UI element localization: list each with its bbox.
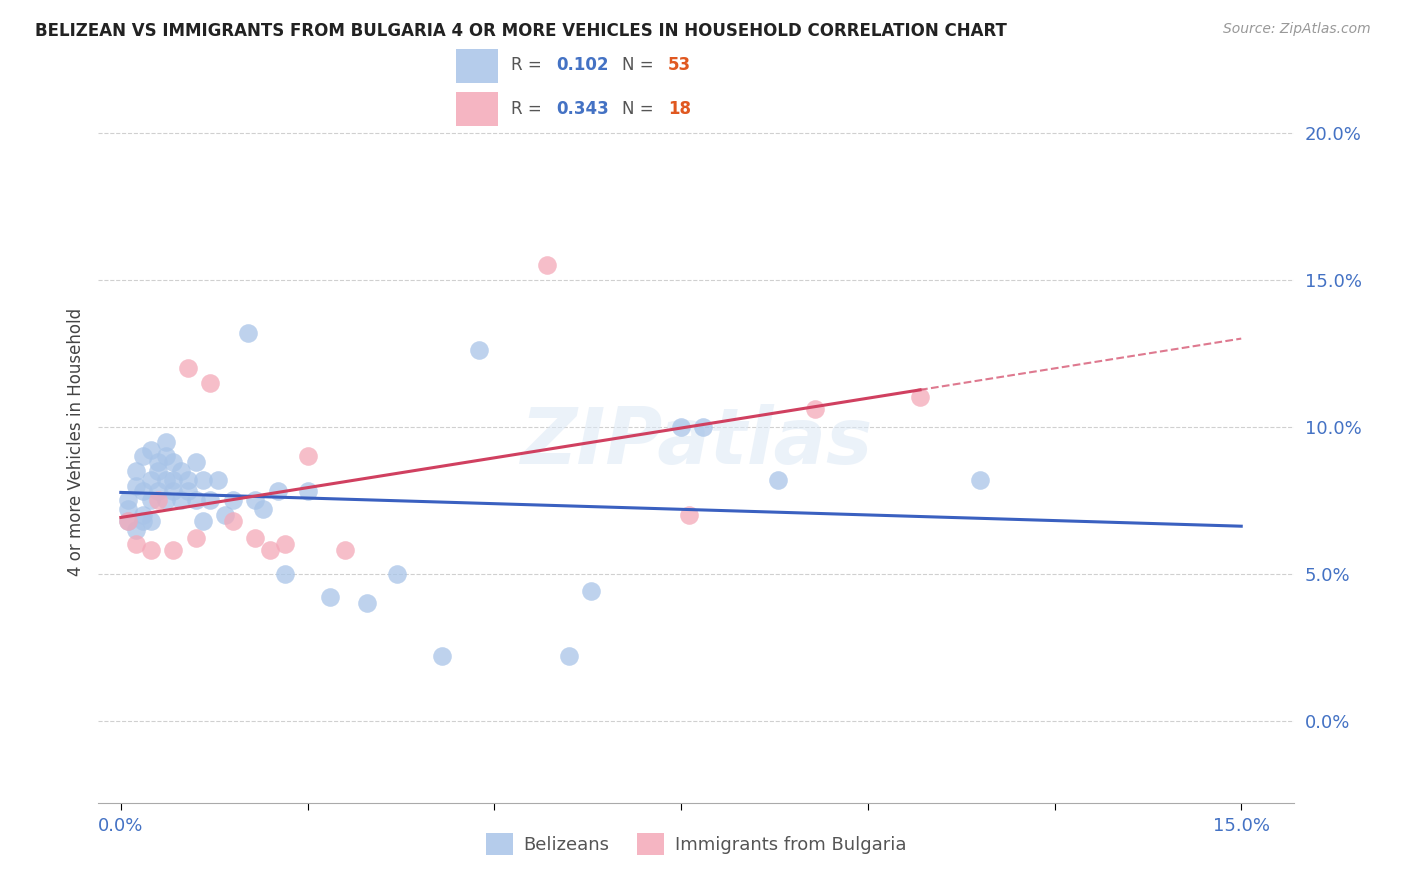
Text: N =: N = (623, 56, 659, 74)
Text: N =: N = (623, 100, 659, 118)
Point (132, 484, 155, 499)
Point (177, 361, 200, 376)
Text: 0.102: 0.102 (555, 56, 609, 74)
Point (581, 584, 603, 599)
Point (139, 473, 162, 487)
Point (155, 449, 177, 463)
Point (148, 455, 170, 469)
Bar (456, 49, 499, 83)
Point (222, 493, 245, 508)
Point (558, 648, 581, 663)
Point (385, 566, 409, 581)
Point (252, 502, 274, 516)
Point (155, 434, 177, 449)
Text: 0.343: 0.343 (555, 100, 609, 118)
Point (125, 523, 148, 537)
Point (125, 537, 148, 551)
Point (274, 566, 297, 581)
Point (297, 484, 319, 499)
Text: Source: ZipAtlas.com: Source: ZipAtlas.com (1223, 22, 1371, 37)
Point (766, 473, 789, 487)
Point (125, 464, 148, 478)
Point (669, 420, 692, 434)
Point (132, 508, 155, 522)
Point (148, 484, 170, 499)
Point (191, 473, 214, 487)
Point (191, 514, 214, 528)
Point (117, 493, 139, 508)
Point (125, 478, 148, 492)
Text: R =: R = (510, 56, 547, 74)
Point (169, 493, 191, 508)
Point (148, 493, 170, 508)
Point (139, 443, 162, 458)
Point (259, 543, 281, 558)
Point (274, 537, 297, 551)
Point (162, 543, 184, 558)
Point (162, 473, 184, 487)
Point (117, 502, 139, 516)
Point (177, 473, 200, 487)
Point (214, 508, 236, 522)
Y-axis label: 4 or more Vehicles in Household: 4 or more Vehicles in Household (66, 308, 84, 575)
Text: R =: R = (510, 100, 547, 118)
Point (297, 449, 319, 463)
Point (155, 473, 177, 487)
Point (536, 258, 558, 272)
Point (356, 596, 378, 610)
Point (184, 532, 207, 546)
Point (139, 493, 162, 508)
Point (222, 514, 245, 528)
Text: BELIZEAN VS IMMIGRANTS FROM BULGARIA 4 OR MORE VEHICLES IN HOUSEHOLD CORRELATION: BELIZEAN VS IMMIGRANTS FROM BULGARIA 4 O… (35, 22, 1007, 40)
Point (678, 508, 700, 522)
Point (184, 493, 207, 508)
Point (139, 514, 162, 528)
Text: ZIPatlas: ZIPatlas (520, 403, 872, 480)
Point (236, 326, 259, 340)
Point (162, 455, 184, 469)
Point (692, 420, 714, 434)
Point (132, 449, 155, 463)
Point (200, 493, 222, 508)
Point (184, 455, 207, 469)
Point (200, 376, 222, 390)
Point (139, 543, 162, 558)
Point (132, 514, 155, 528)
Point (430, 648, 453, 663)
Point (804, 402, 827, 417)
Text: 53: 53 (668, 56, 690, 74)
Legend: Belizeans, Immigrants from Bulgaria: Belizeans, Immigrants from Bulgaria (478, 826, 914, 863)
Point (908, 391, 931, 405)
Point (245, 532, 267, 546)
Point (169, 464, 191, 478)
Point (162, 484, 184, 499)
Point (177, 484, 200, 499)
Point (117, 514, 139, 528)
Point (319, 591, 342, 605)
Point (117, 514, 139, 528)
Point (267, 484, 290, 499)
Point (333, 543, 356, 558)
Point (148, 464, 170, 478)
Point (207, 473, 229, 487)
Point (245, 493, 267, 508)
Point (969, 473, 991, 487)
Text: 18: 18 (668, 100, 690, 118)
Point (155, 493, 177, 508)
Point (468, 343, 491, 358)
Bar (456, 92, 499, 126)
